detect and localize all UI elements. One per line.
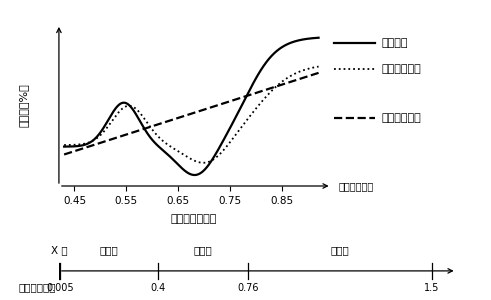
Text: 反射率（%）: 反射率（%） — [19, 83, 29, 127]
Text: 0.4: 0.4 — [151, 283, 166, 292]
Text: 健康植物: 健康植物 — [381, 38, 408, 48]
Text: 重度病害植物: 重度病害植物 — [381, 113, 421, 123]
Text: 0.76: 0.76 — [237, 283, 259, 292]
Text: 波长（微米）: 波长（微米） — [19, 283, 56, 292]
Text: 0.005: 0.005 — [46, 283, 74, 292]
Text: 紫外线: 紫外线 — [99, 245, 118, 255]
Text: 植物的反射波率: 植物的反射波率 — [171, 214, 217, 224]
Text: X 光: X 光 — [51, 245, 68, 255]
Text: 1.5: 1.5 — [424, 283, 439, 292]
Text: 轻度病害植物: 轻度病害植物 — [381, 64, 421, 74]
Text: 可见光: 可见光 — [193, 245, 213, 255]
Text: 波长（微米）: 波长（微米） — [338, 181, 374, 191]
Text: 红外线: 红外线 — [330, 245, 349, 255]
